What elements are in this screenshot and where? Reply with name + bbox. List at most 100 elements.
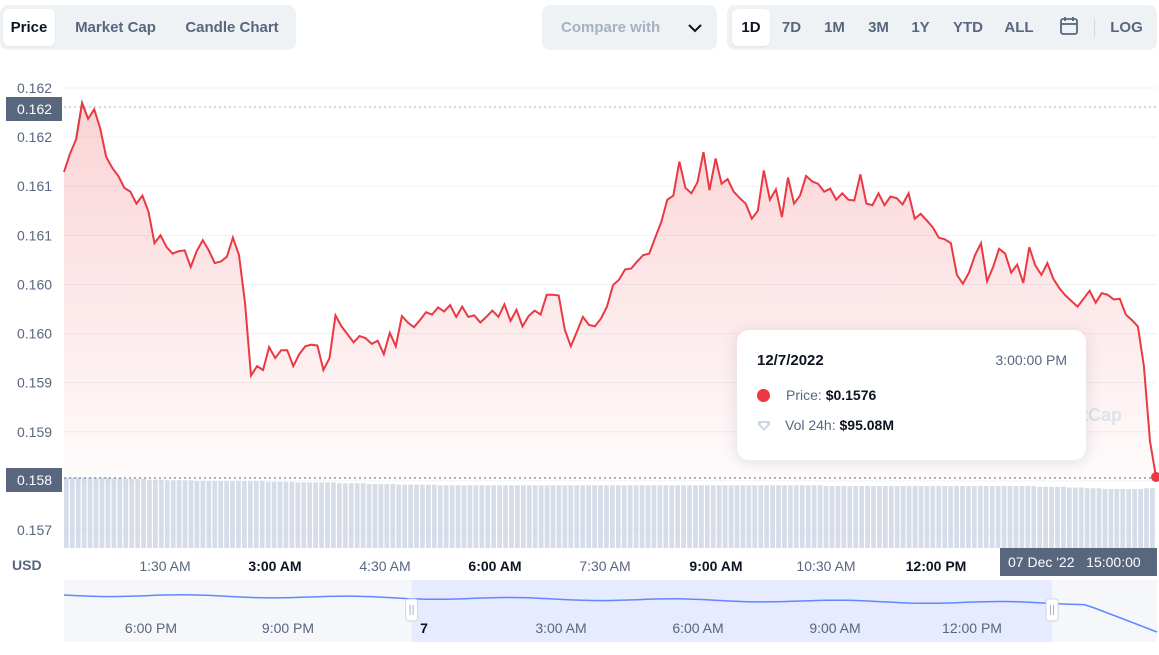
range-ytd[interactable]: YTD (953, 19, 983, 36)
range-all[interactable]: ALL (1004, 19, 1034, 36)
volume-bar (972, 486, 977, 548)
x-tick-label: 12:00 PM (906, 558, 967, 574)
volume-bar (384, 483, 390, 548)
volume-bar (532, 485, 538, 548)
range-1y[interactable]: 1Y (911, 19, 930, 36)
volume-bar (129, 478, 135, 548)
volume-bar (1114, 488, 1120, 548)
volume-bar (325, 482, 330, 548)
volume-bar (366, 483, 372, 548)
volume-bar (918, 486, 924, 548)
volume-bar (224, 481, 229, 548)
tab-price[interactable]: Price (3, 9, 55, 46)
navigator-left-handle[interactable] (405, 598, 419, 622)
volume-bar (520, 485, 526, 548)
navigator-tick-label: 12:00 PM (942, 620, 1002, 636)
volume-bar (242, 481, 247, 548)
volume-bar (716, 485, 722, 548)
volume-bar (835, 486, 841, 548)
volume-bar (218, 481, 224, 548)
volume-bar (491, 485, 497, 548)
x-tick-label: 3:00 AM (248, 558, 301, 574)
volume-bar (1096, 488, 1102, 548)
volume-bar (75, 477, 81, 548)
volume-bar (580, 485, 586, 548)
volume-bar (788, 485, 793, 548)
volume-bar (805, 485, 811, 548)
range-navigator[interactable]: 6:00 PM 9:00 PM 7 3:00 AM 6:00 AM 9:00 AM 12:0… (63, 580, 1158, 642)
x-axis: 1:30 AM 3:00 AM 4:30 AM 6:00 AM 7:30 AM 9:00 … (139, 558, 966, 574)
y-tick-label: 0.162 (17, 80, 52, 96)
compare-with-dropdown[interactable]: Compare with (542, 5, 717, 50)
volume-bar (461, 485, 467, 548)
volume-bar (966, 486, 971, 548)
volume-bar (734, 485, 740, 548)
volume-bar (793, 485, 799, 548)
navigator-selection[interactable] (411, 580, 1053, 642)
volume-bar (900, 486, 906, 548)
time-range-tabs: 1D 7D 1M 3M 1Y YTD ALL LOG (727, 5, 1157, 50)
volume-bar (497, 485, 502, 548)
volume-bar (93, 477, 99, 548)
tab-market-cap[interactable]: Market Cap (75, 19, 156, 36)
volume-bar (277, 481, 283, 548)
volume-bar (592, 485, 597, 548)
volume-bar (936, 486, 942, 548)
tooltip-date: 12/7/2022 (757, 352, 824, 369)
volume-bar (942, 486, 948, 548)
tooltip-volume-row: Vol 24h: $95.08M (757, 417, 894, 435)
volume-bar (740, 485, 746, 548)
range-3m[interactable]: 3M (868, 19, 889, 36)
crosshair-label: 07 Dec '22 15:00:00 (1000, 548, 1157, 576)
volume-bar (153, 479, 158, 548)
volume-bar (212, 481, 218, 548)
volume-bar (1150, 488, 1155, 548)
volume-bar (865, 486, 870, 548)
log-toggle[interactable]: LOG (1110, 19, 1143, 36)
volume-bar (170, 480, 176, 548)
navigator-right-handle[interactable] (1045, 598, 1059, 622)
range-1d[interactable]: 1D (732, 9, 770, 46)
volume-bar (414, 484, 419, 548)
x-tick-label: 1:30 AM (139, 558, 190, 574)
volume-bar (158, 479, 164, 548)
volume-bar (1013, 486, 1019, 548)
navigator-line (63, 594, 1158, 633)
volume-bar (485, 485, 491, 548)
calendar-icon[interactable] (1053, 9, 1085, 46)
x-tick-label: 10:30 AM (796, 558, 855, 574)
volume-bar (402, 484, 408, 548)
volume-bar (1102, 488, 1108, 548)
volume-bar (960, 486, 965, 548)
volume-bar (930, 486, 936, 548)
volume-bar (1001, 486, 1007, 548)
volume-bar (420, 484, 425, 548)
volume-bar (331, 482, 336, 548)
chart-type-tabs: Price Market Cap Candle Chart (0, 5, 296, 50)
volume-bar (651, 485, 657, 548)
volume-bar (396, 484, 402, 548)
volume-bar (894, 486, 900, 548)
volume-bar (538, 485, 544, 548)
navigator-tick-label: 7 (420, 620, 428, 636)
volume-bar (550, 485, 556, 548)
volume-bar (782, 485, 787, 548)
y-axis-unit: USD (12, 557, 42, 573)
volume-bar (69, 477, 75, 548)
volume-bar (1007, 486, 1013, 548)
volume-bar (722, 485, 728, 548)
navigator-axis: 6:00 PM 9:00 PM 7 3:00 AM 6:00 AM 9:00 AM 12:0… (125, 620, 1002, 636)
volume-bar (99, 477, 105, 548)
volume-bar (319, 482, 324, 548)
volume-bar (295, 482, 301, 548)
volume-bar (372, 483, 378, 548)
volume-bar (1072, 487, 1078, 548)
volume-bar (467, 485, 473, 548)
range-1m[interactable]: 1M (824, 19, 845, 36)
volume-bar (200, 481, 206, 548)
range-7d[interactable]: 7D (781, 19, 802, 36)
tab-candle-chart[interactable]: Candle Chart (185, 19, 279, 36)
volume-bar (615, 485, 621, 548)
volume-bar (799, 485, 805, 548)
volume-bar (230, 481, 235, 548)
